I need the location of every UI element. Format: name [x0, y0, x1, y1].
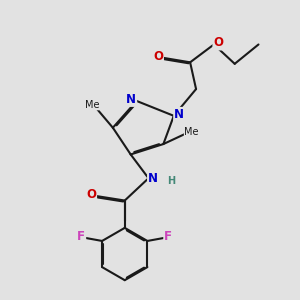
Text: O: O [153, 50, 163, 63]
Text: F: F [77, 230, 85, 243]
Text: Me: Me [184, 127, 199, 137]
Text: H: H [167, 176, 175, 186]
Text: O: O [86, 188, 96, 201]
Text: O: O [213, 37, 224, 50]
Text: N: N [148, 172, 158, 185]
Text: N: N [174, 108, 184, 121]
Text: N: N [126, 93, 136, 106]
Text: Me: Me [85, 100, 99, 110]
Text: F: F [164, 230, 172, 243]
